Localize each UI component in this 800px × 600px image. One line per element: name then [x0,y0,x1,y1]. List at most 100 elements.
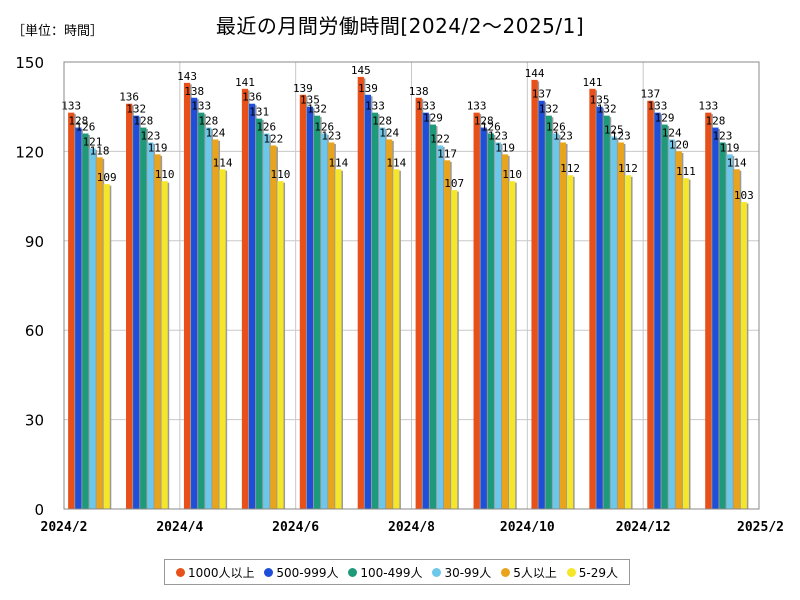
bar [668,139,677,510]
unit-label: ［単位：時間］ [12,24,104,39]
bar [147,142,156,509]
x-tick-label: 2024/4 [156,520,203,535]
bar [328,142,336,509]
bar [740,202,749,509]
bar [675,151,684,509]
data-label: 112 [618,162,638,175]
legend-item: 5人以上 [501,564,557,581]
bar [299,94,308,509]
legend-swatch [566,567,576,577]
bar [82,133,91,509]
bar [126,103,134,509]
bar [654,112,663,509]
data-label: 137 [532,88,552,101]
data-label: 122 [263,132,283,145]
bar [589,88,598,509]
legend-label: 500-999人 [276,565,339,580]
bar [103,184,112,509]
data-label: 135 [590,94,610,107]
data-label: 123 [713,129,733,142]
chart-title: 最近の月間労働時間[2024/2～2025/1] [215,14,585,38]
legend-item: 5-29人 [566,564,618,581]
data-label: 137 [640,88,660,101]
data-label: 125 [604,124,624,137]
bar [422,112,431,509]
bar [444,160,452,509]
data-label: 119 [495,141,515,154]
bar [559,142,568,509]
bar [712,127,720,509]
data-label: 139 [293,82,313,95]
data-label: 118 [90,144,110,157]
x-tick-label: 2024/8 [388,520,435,535]
data-label: 132 [126,103,146,116]
bar [198,112,206,509]
bar [68,112,76,509]
bar [205,127,213,509]
data-label: 124 [379,126,399,139]
bar [603,115,612,509]
bar [256,118,264,510]
data-label: 114 [727,156,747,169]
legend-label: 1000人以上 [187,565,255,580]
data-label: 133 [191,100,211,113]
bar [647,100,655,510]
data-label: 124 [206,126,226,139]
bar [610,136,619,509]
x-tick-label: 2024/12 [616,520,671,535]
bar [335,169,343,509]
data-label: 123 [321,129,341,142]
data-label: 123 [611,129,631,142]
bar [733,169,742,509]
bar [277,181,286,509]
data-label: 110 [271,168,291,181]
bar [682,178,691,509]
bar [531,79,540,509]
data-label: 109 [97,171,117,184]
data-label: 132 [307,103,327,116]
legend-swatch [432,567,442,577]
bar [154,154,163,509]
data-label: 110 [502,168,522,181]
data-label: 128 [705,115,725,128]
bar [487,133,496,509]
bar [661,124,670,509]
legend-item: 1000人以上 [175,564,255,581]
bar [378,127,387,509]
y-tick-label: 0 [34,501,44,519]
data-label: 126 [256,121,276,134]
x-tick-label: 2024/2 [41,520,88,535]
data-label: 136 [119,91,139,104]
bar [552,133,561,509]
bar [719,142,728,509]
data-label: 126 [546,121,566,134]
bar [371,112,380,509]
data-label: 135 [300,94,320,107]
data-label: 122 [430,132,450,145]
data-label: 131 [249,106,269,119]
data-label: 111 [676,165,696,178]
data-label: 133 [698,100,718,113]
legend-label: 5人以上 [513,565,557,580]
bar [357,76,366,510]
data-label: 143 [177,70,197,83]
data-label: 138 [184,85,204,98]
legend-label: 100-499人 [360,565,423,580]
bar [313,115,322,509]
bar [494,142,503,509]
data-label: 132 [597,103,617,116]
bar [96,157,105,510]
data-label: 123 [488,129,508,142]
bar [473,112,482,509]
bar [89,148,98,510]
bar [364,94,373,509]
data-label: 126 [75,121,95,134]
data-label: 132 [539,103,559,116]
x-tick-label: 2024/10 [500,520,555,535]
data-label: 133 [467,100,487,113]
bar [386,139,394,510]
legend-swatch [175,567,185,577]
data-label: 124 [662,126,682,139]
data-label: 138 [409,85,429,98]
y-tick-label: 90 [25,233,44,251]
